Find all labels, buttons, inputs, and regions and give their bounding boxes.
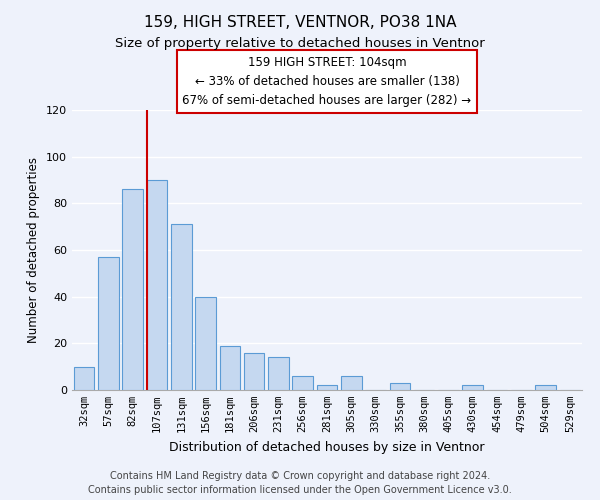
Bar — [146, 180, 167, 390]
Text: 159, HIGH STREET, VENTNOR, PO38 1NA: 159, HIGH STREET, VENTNOR, PO38 1NA — [144, 15, 456, 30]
Bar — [171, 224, 191, 390]
X-axis label: Distribution of detached houses by size in Ventnor: Distribution of detached houses by size … — [169, 440, 485, 454]
Bar — [195, 296, 216, 390]
Bar — [122, 190, 143, 390]
Bar — [341, 376, 362, 390]
Bar — [463, 386, 483, 390]
Bar — [389, 383, 410, 390]
Bar — [535, 386, 556, 390]
Bar — [98, 257, 119, 390]
Text: Size of property relative to detached houses in Ventnor: Size of property relative to detached ho… — [115, 38, 485, 51]
Bar — [74, 366, 94, 390]
Text: Contains HM Land Registry data © Crown copyright and database right 2024.
Contai: Contains HM Land Registry data © Crown c… — [88, 471, 512, 495]
Text: 159 HIGH STREET: 104sqm
← 33% of detached houses are smaller (138)
67% of semi-d: 159 HIGH STREET: 104sqm ← 33% of detache… — [182, 56, 472, 107]
Bar — [220, 346, 240, 390]
Bar — [244, 352, 265, 390]
Bar — [268, 358, 289, 390]
Bar — [292, 376, 313, 390]
Y-axis label: Number of detached properties: Number of detached properties — [28, 157, 40, 343]
Bar — [317, 386, 337, 390]
